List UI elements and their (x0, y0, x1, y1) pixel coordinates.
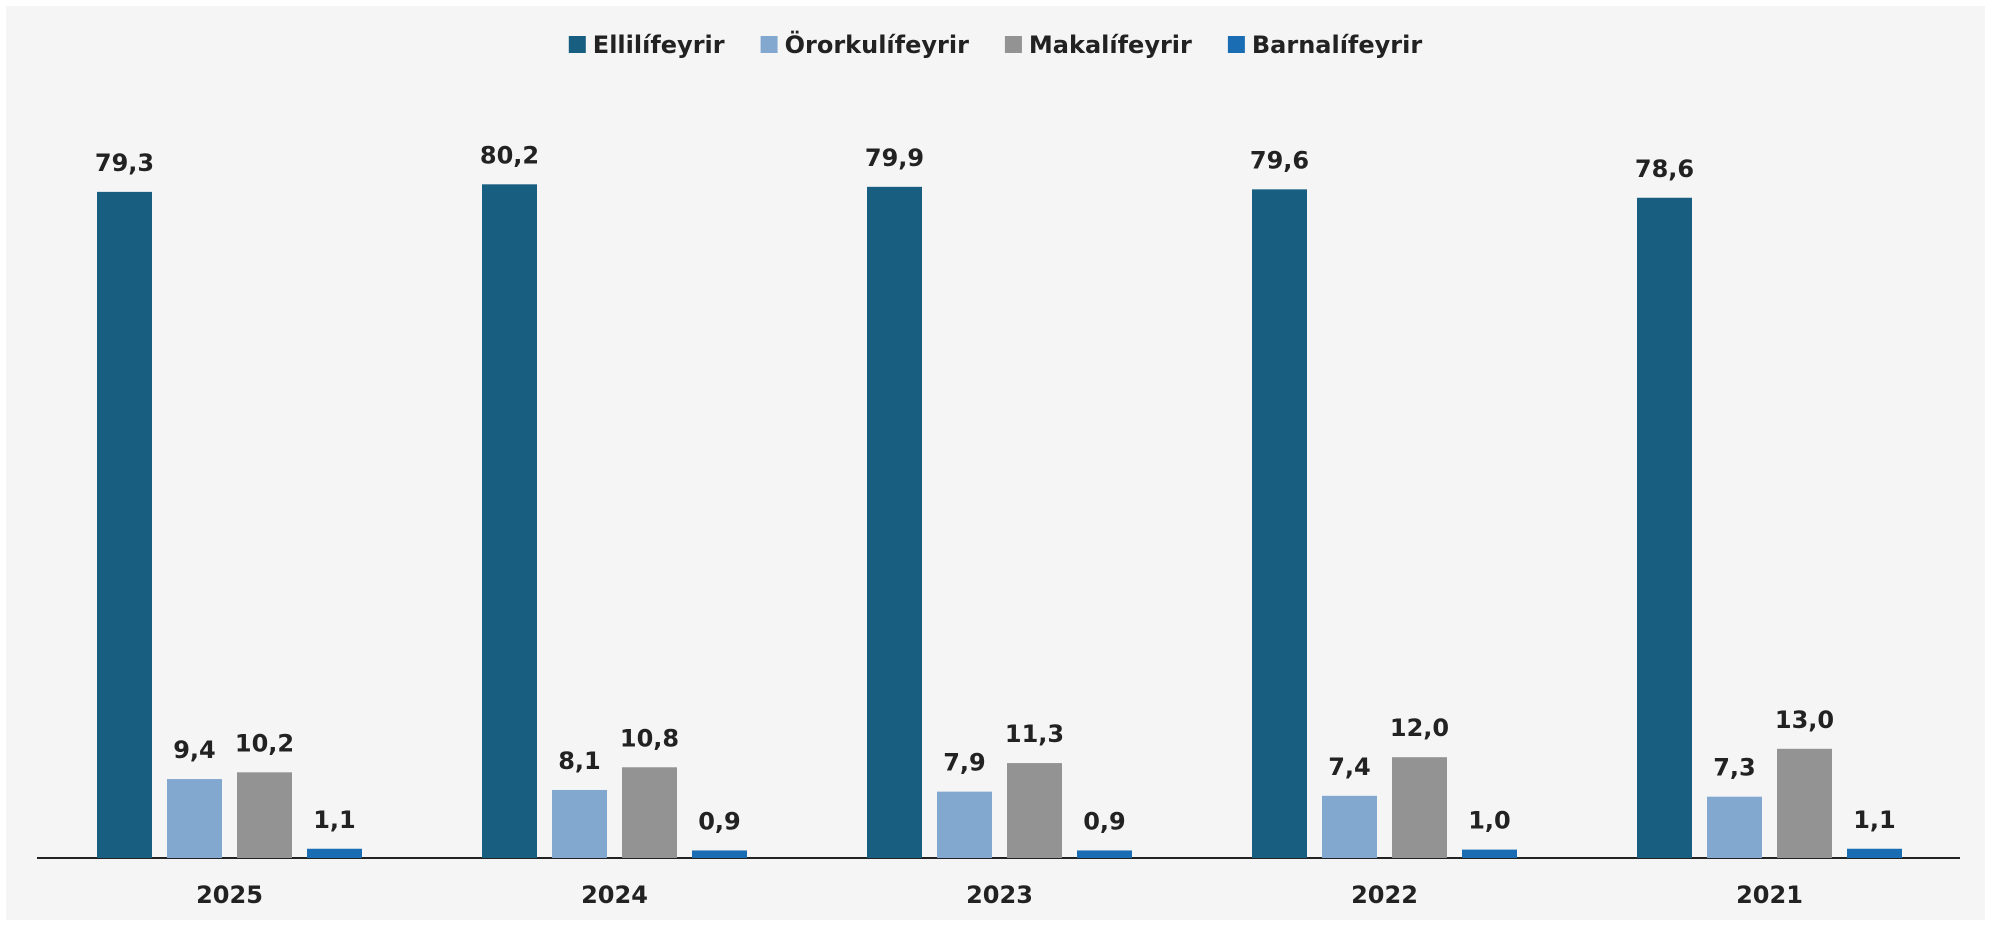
bar (482, 184, 537, 858)
data-label: 12,0 (1390, 714, 1449, 742)
data-label: 7,3 (1713, 754, 1756, 782)
bar (867, 186, 922, 859)
legend-label: Ellilífeyrir (593, 31, 725, 59)
data-label: 11,3 (1005, 720, 1064, 748)
bar (692, 850, 747, 858)
data-label: 0,9 (698, 807, 741, 835)
bar (1777, 748, 1832, 858)
legend-swatch (1004, 36, 1022, 53)
legend-label: Barnalífeyrir (1252, 31, 1422, 59)
legend-label: Örorkulífeyrir (785, 29, 969, 59)
data-label: 8,1 (558, 747, 601, 775)
bar (1637, 197, 1692, 858)
bar (97, 191, 152, 858)
bar (937, 791, 992, 858)
data-label: 79,9 (865, 144, 924, 172)
x-tick-label: 2025 (196, 881, 263, 909)
bar (167, 779, 222, 858)
data-label: 79,6 (1250, 146, 1309, 174)
data-label: 0,9 (1083, 807, 1126, 835)
bar (622, 767, 677, 858)
data-label: 13,0 (1775, 706, 1834, 734)
legend-swatch (1227, 36, 1245, 53)
bar (1007, 763, 1062, 858)
data-label: 10,8 (620, 724, 679, 752)
bar (1847, 848, 1902, 858)
data-label: 9,4 (173, 736, 216, 764)
x-tick-label: 2024 (581, 881, 648, 909)
data-label: 1,1 (313, 806, 356, 834)
data-label: 1,1 (1853, 806, 1896, 834)
x-tick-label: 2023 (966, 881, 1033, 909)
data-label: 79,3 (95, 149, 154, 177)
bar (1252, 189, 1307, 859)
bar (552, 789, 607, 858)
bar (1077, 850, 1132, 858)
legend-swatch (760, 36, 778, 53)
bar (1462, 849, 1517, 858)
legend-label: Makalífeyrir (1029, 31, 1192, 59)
data-label: 1,0 (1468, 807, 1511, 835)
bar (1707, 796, 1762, 858)
legend-swatch (568, 36, 586, 53)
data-label: 80,2 (480, 141, 539, 169)
x-tick-label: 2022 (1351, 881, 1418, 909)
bar (307, 848, 362, 858)
data-label: 10,2 (235, 729, 294, 757)
data-label: 78,6 (1635, 155, 1694, 183)
bar (237, 772, 292, 858)
bar (1322, 795, 1377, 858)
bar (1392, 757, 1447, 858)
x-tick-label: 2021 (1736, 881, 1803, 909)
data-label: 7,4 (1328, 753, 1371, 781)
data-label: 7,9 (943, 749, 986, 777)
